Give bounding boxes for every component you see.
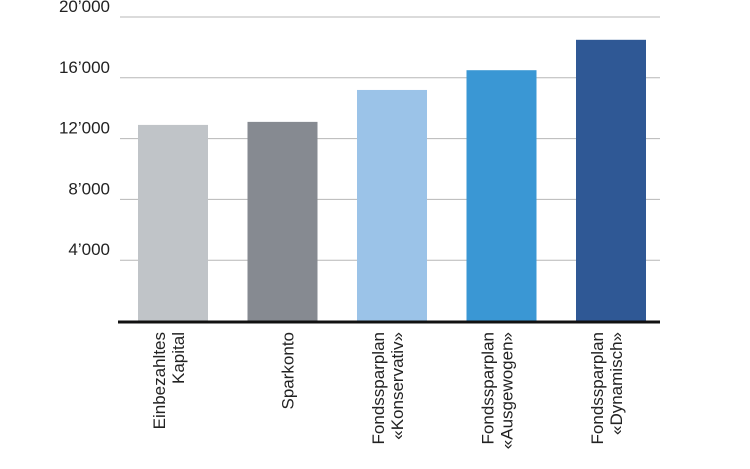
x-category-label-line: «Ausgewogen» (498, 332, 517, 449)
x-category-label-line: «Dynamisch» (607, 332, 626, 435)
x-category-label-line: Einbezahltes (150, 332, 169, 429)
bar (466, 70, 537, 321)
y-axis-ticks: 4’000 8’000 12’000 16’000 20’000 (59, 0, 110, 259)
bar (138, 124, 208, 321)
x-category-label-line: Fondssparplan (479, 332, 498, 444)
bar (247, 121, 318, 321)
x-category-label-line: Kapital (169, 332, 188, 384)
x-category-label: Fondssparplan «Ausgewogen» (479, 332, 517, 449)
x-category-label-line: Fondssparplan (369, 332, 388, 444)
x-category-label: Fondssparplan «Dynamisch» (588, 332, 626, 444)
bar (357, 89, 427, 322)
x-category-label: Fondssparplan «Konservativ» (369, 332, 407, 444)
bars (138, 39, 646, 322)
y-tick-label: 16’000 (59, 58, 110, 77)
x-category-label: Einbezahltes Kapital (150, 332, 188, 429)
bar (576, 39, 646, 322)
x-category-label-line: Sparkonto (279, 332, 298, 410)
x-category-label-line: «Konservativ» (388, 332, 407, 440)
x-axis-labels: Einbezahltes Kapital Sparkonto Fondssparpla… (150, 332, 626, 449)
y-tick-label: 8’000 (68, 179, 110, 198)
y-tick-label: 12’000 (59, 119, 110, 138)
y-tick-label: 20’000 (59, 0, 110, 16)
x-category-label: Sparkonto (279, 332, 298, 410)
y-tick-label: 4’000 (68, 240, 110, 259)
x-category-label-line: Fondssparplan (588, 332, 607, 444)
